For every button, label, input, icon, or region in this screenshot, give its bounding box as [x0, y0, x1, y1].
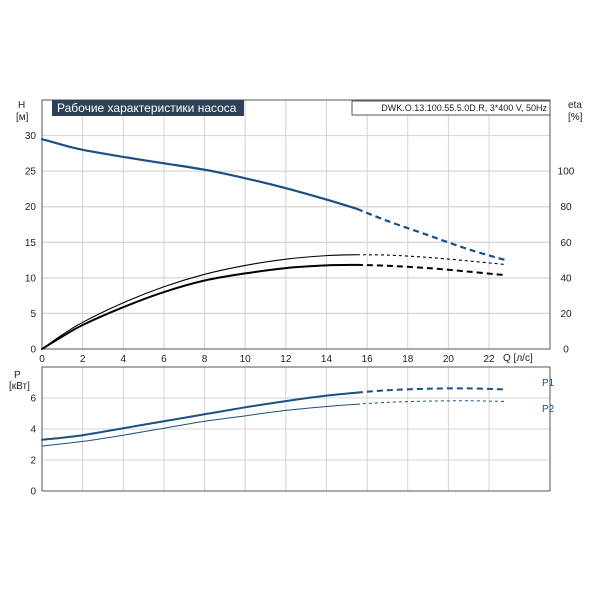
- y-tick-label-eta: 60: [560, 238, 572, 249]
- efficiency-curve-thick-solid: [41, 263, 358, 350]
- y-axis-p-label: P: [14, 370, 21, 381]
- series-label-p2: P2: [542, 404, 555, 415]
- x-tick-label: 18: [402, 354, 414, 365]
- y-axis-h-label: H: [18, 100, 25, 111]
- x-tick-label: 12: [280, 354, 292, 365]
- x-axis-label: Q [л/с]: [503, 353, 533, 364]
- efficiency-curve-thin-solid: [41, 254, 358, 350]
- curves: [40, 138, 506, 447]
- y-axis-p-unit: [кВт]: [9, 381, 30, 392]
- y-tick-label-p: 2: [30, 456, 36, 467]
- power-curve-p2-dashed: [356, 400, 506, 405]
- tick-labels: 0 2 4 6 8 10 12 14 16 18 20 22051015202530020406080…: [25, 131, 575, 497]
- x-tick-label: 6: [161, 354, 167, 365]
- y-tick-label-eta: 80: [560, 202, 572, 213]
- y-tick-label-h: 20: [25, 202, 37, 213]
- power-curve-p1-dashed: [356, 387, 506, 394]
- power-curve-p1-solid: [41, 391, 358, 441]
- power-curve-p2-solid: [41, 403, 358, 447]
- y-tick-label-eta: 100: [558, 167, 575, 178]
- x-tick-label: 14: [321, 354, 333, 365]
- model-box: [351, 100, 551, 116]
- model-label: DWK.O.13.100.55.5.0D.R, 3*400 V, 50Hz: [381, 103, 547, 113]
- y-tick-label-p: 4: [30, 425, 36, 436]
- y-tick-label-h: 25: [25, 167, 37, 178]
- top-panel-grid: [41, 100, 550, 350]
- efficiency-curve-thin-dashed: [356, 254, 506, 266]
- x-tick-label: 0: [39, 354, 45, 365]
- x-tick-label: 8: [202, 354, 208, 365]
- x-tick-label: 10: [240, 354, 252, 365]
- y-tick-label-eta: 40: [560, 273, 572, 284]
- x-tick-label: 22: [483, 354, 495, 365]
- top-panel-frame: [41, 99, 551, 350]
- y-tick-label-h: 0: [30, 345, 36, 356]
- y-tick-label-p: 0: [30, 487, 36, 498]
- y-axis-h-unit: [м]: [16, 112, 29, 123]
- y-axis-eta-unit: [%]: [568, 112, 583, 123]
- series-label-p1: P1: [542, 378, 555, 389]
- chart-title: Рабочие характеристики насоса: [57, 101, 237, 115]
- y-tick-label-p: 6: [30, 394, 36, 405]
- y-tick-label-eta: 20: [560, 309, 572, 320]
- head-curve-dashed: [356, 207, 506, 262]
- y-tick-label-eta: 0: [563, 345, 569, 356]
- y-tick-label-h: 5: [30, 309, 36, 320]
- y-tick-label-h: 15: [25, 238, 37, 249]
- x-tick-label: 16: [362, 354, 374, 365]
- x-tick-label: 2: [80, 354, 86, 365]
- y-tick-label-h: 10: [25, 273, 37, 284]
- x-tick-label: 20: [443, 354, 455, 365]
- head-curve-solid: [40, 138, 359, 210]
- efficiency-curve-thick-dashed: [356, 263, 506, 277]
- y-axis-eta-label: eta: [568, 100, 582, 111]
- x-tick-label: 4: [120, 354, 126, 365]
- chart-title-box: [52, 100, 244, 116]
- bottom-panel-frame: [41, 366, 551, 492]
- y-tick-label-h: 30: [25, 131, 37, 142]
